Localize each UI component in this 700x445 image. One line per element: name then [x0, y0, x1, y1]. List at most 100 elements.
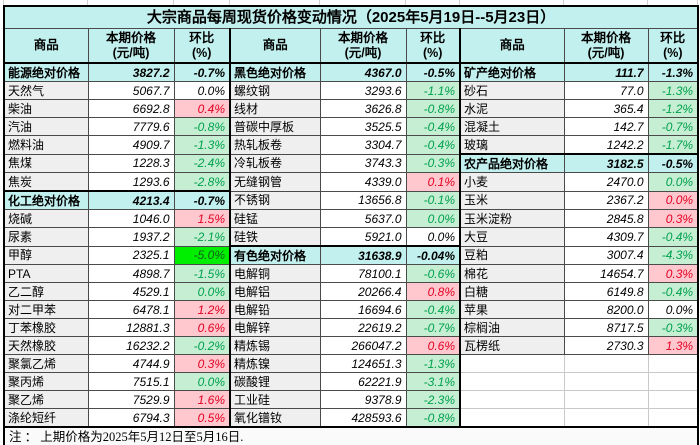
- commodity-cell: 玉米: [459, 190, 565, 210]
- commodity-cell: 甲醇: [3, 245, 89, 265]
- price-cell: 9378.9: [319, 390, 407, 409]
- commodity-cell: 涤纶短纤: [3, 408, 89, 428]
- commodity-cell: 柴油: [3, 99, 89, 118]
- commodity-cell: 氧化镨钕: [229, 408, 321, 428]
- commodity-cell: 螺纹钢: [229, 81, 321, 100]
- commodity-cell: 农产品绝对价格: [459, 153, 565, 173]
- commodity-cell: 天然气: [3, 81, 89, 100]
- commodity-cell: 混凝土: [459, 117, 565, 136]
- commodity-cell: 线材: [229, 99, 321, 118]
- table-row: 对二甲苯 6478.1 1.2% 电解铅 16694.6 -0.4% 苹果 8200.0 0.0…: [3, 300, 699, 319]
- price-cell: 2730.3: [563, 336, 649, 355]
- table-row: 尿素 1937.2 -2.1% 硅铁 5921.0 0.0% 大豆 4309.7 -0.4%: [3, 227, 699, 247]
- price-cell: 111.7: [563, 62, 649, 82]
- price-cell: 5921.0: [319, 227, 407, 247]
- pct-change-cell: 0.0%: [173, 372, 231, 391]
- price-cell: 12881.3: [87, 318, 175, 337]
- commodity-cell: 电解锌: [229, 318, 321, 337]
- price-cell: 8717.5: [563, 318, 649, 337]
- gridline-tick: [229, 0, 230, 5]
- column-header-pct: 环比 (%): [647, 28, 699, 64]
- price-table-body: 能源绝对价格 3827.2 -0.7% 黑色绝对价格 4367.0 -0.5% 矿产绝对价格…: [3, 62, 699, 428]
- pct-change-cell: -0.8%: [405, 99, 461, 118]
- pct-change-cell: [647, 390, 699, 409]
- commodity-cell: 能源绝对价格: [3, 62, 89, 82]
- pct-change-cell: -1.3%: [173, 135, 231, 155]
- price-cell: 1242.2: [563, 135, 649, 155]
- table-row: 甲醇 2325.1 -5.0% 有色绝对价格 31638.9 -0.04% 豆粕 3007.4…: [3, 245, 699, 265]
- pct-change-cell: -1.7%: [647, 135, 699, 155]
- price-cell: 31638.9: [319, 245, 407, 265]
- table-row: 涤纶短纤 6794.3 0.5% 氧化镨钕 428593.6 -0.8%: [3, 408, 699, 428]
- commodity-cell: 乙二醇: [3, 282, 89, 301]
- pct-change-cell: -1.2%: [647, 99, 699, 118]
- pct-change-cell: -0.7%: [173, 190, 231, 210]
- column-header-price: 本期价格 (元/吨): [319, 28, 407, 64]
- pct-change-cell: 0.6%: [405, 336, 461, 355]
- price-cell: 16694.6: [319, 300, 407, 319]
- table-row: 聚丙烯 7515.1 0.0% 碳酸锂 62221.9 -3.1%: [3, 372, 699, 391]
- column-header-commodity: 商品: [229, 28, 321, 64]
- price-cell: 4909.7: [87, 135, 175, 155]
- column-header-pct: 环比 (%): [405, 28, 461, 64]
- price-cell: 124651.3: [319, 354, 407, 373]
- price-cell: 3182.5: [563, 153, 649, 173]
- price-cell: 2470.0: [563, 172, 649, 192]
- price-cell: 8200.0: [563, 300, 649, 319]
- pct-change-cell: -2.3%: [405, 390, 461, 409]
- price-cell: 7515.1: [87, 372, 175, 391]
- pct-change-cell: 0.5%: [173, 408, 231, 428]
- header-label: 环比: [660, 30, 686, 45]
- pct-change-cell: -0.4%: [405, 117, 461, 136]
- price-cell: 3007.4: [563, 245, 649, 265]
- pct-change-cell: -0.3%: [647, 318, 699, 337]
- commodity-cell: 聚乙烯: [3, 390, 89, 409]
- price-cell: 5067.7: [87, 81, 175, 100]
- table-row: 柴油 6692.8 0.4% 线材 3626.8 -0.8% 水泥 365.4 -1.2%: [3, 99, 699, 118]
- pct-change-cell: -1.3%: [647, 62, 699, 82]
- header-label: 环比: [189, 30, 215, 45]
- pct-change-cell: -0.8%: [173, 117, 231, 136]
- commodity-cell: 棕榈油: [459, 318, 565, 337]
- table-row: 化工绝对价格 4213.4 -0.7% 不锈钢 13656.8 -0.1% 玉米 2367.2…: [3, 190, 699, 210]
- header-label: 环比: [420, 30, 446, 45]
- price-cell: 16232.2: [87, 336, 175, 355]
- table-title-row: 大宗商品每周现货价格变动情况（2025年5月19日--5月23日）: [2, 5, 699, 29]
- commodity-cell: 豆粕: [459, 245, 565, 265]
- commodity-cell: 汽油: [3, 117, 89, 136]
- sheet-gridline-strip: [0, 0, 700, 5]
- pct-change-cell: 0.6%: [173, 318, 231, 337]
- pct-change-cell: 1.5%: [173, 209, 231, 228]
- commodity-cell: 矿产绝对价格: [459, 62, 565, 82]
- price-cell: 13656.8: [319, 190, 407, 210]
- price-cell: 2845.8: [563, 209, 649, 228]
- commodity-cell: 聚氯乙烯: [3, 354, 89, 373]
- commodity-cell: 普碳中厚板: [229, 117, 321, 136]
- header-unit: (%): [192, 45, 212, 60]
- price-cell: 1293.6: [87, 172, 175, 192]
- pct-change-cell: -0.7%: [647, 117, 699, 136]
- price-cell: 3304.7: [319, 135, 407, 155]
- pct-change-cell: 0.0%: [647, 300, 699, 319]
- table-row: 乙二醇 4529.1 0.0% 电解铝 20266.4 0.8% 白糖 6149.8 -0.4%: [3, 282, 699, 301]
- commodity-cell: 化工绝对价格: [3, 190, 89, 210]
- commodity-cell: [459, 408, 565, 428]
- gridline-tick: [173, 0, 174, 5]
- header-label: 商品: [499, 38, 525, 52]
- header-label: 本期价格: [580, 30, 631, 45]
- pct-change-cell: 0.0%: [173, 81, 231, 100]
- price-cell: [563, 354, 649, 373]
- price-cell: 1937.2: [87, 227, 175, 247]
- pct-change-cell: -0.5%: [647, 153, 699, 173]
- commodity-cell: 烧碱: [3, 209, 89, 228]
- pct-change-cell: -0.5%: [405, 62, 461, 82]
- commodity-cell: 无缝钢管: [229, 172, 321, 192]
- table-row: 天然橡胶 16232.2 -0.2% 精炼锡 266047.2 0.6% 瓦楞纸 2730.3…: [3, 336, 699, 355]
- pct-change-cell: 0.0%: [405, 227, 461, 247]
- pct-change-cell: -2.1%: [173, 227, 231, 247]
- pct-change-cell: 1.6%: [173, 390, 231, 409]
- pct-change-cell: -1.3%: [405, 354, 461, 373]
- commodity-price-table: 大宗商品每周现货价格变动情况（2025年5月19日--5月23日） 商品 本期价…: [2, 5, 700, 445]
- commodity-cell: 对二甲苯: [3, 300, 89, 319]
